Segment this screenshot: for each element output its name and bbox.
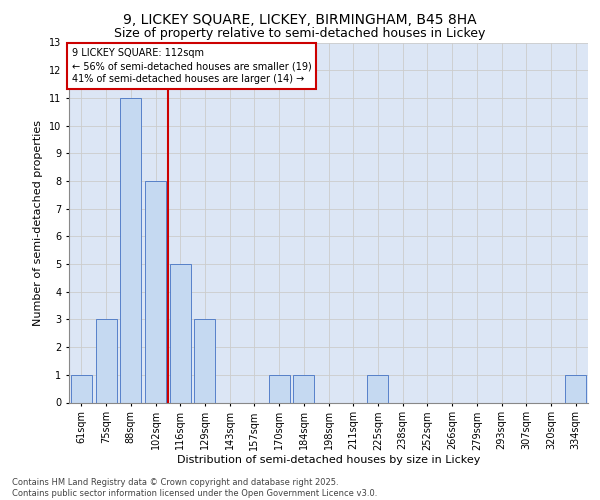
Bar	[565, 375, 586, 402]
Y-axis label: Number of semi-detached properties: Number of semi-detached properties	[34, 120, 43, 326]
Bar	[170, 264, 191, 402]
Bar	[194, 320, 215, 402]
Bar	[120, 98, 141, 402]
Text: Size of property relative to semi-detached houses in Lickey: Size of property relative to semi-detach…	[115, 28, 485, 40]
Bar	[293, 375, 314, 402]
Text: 9 LICKEY SQUARE: 112sqm
← 56% of semi-detached houses are smaller (19)
41% of se: 9 LICKEY SQUARE: 112sqm ← 56% of semi-de…	[71, 48, 311, 84]
Bar	[145, 181, 166, 402]
Bar	[367, 375, 388, 402]
Text: 9, LICKEY SQUARE, LICKEY, BIRMINGHAM, B45 8HA: 9, LICKEY SQUARE, LICKEY, BIRMINGHAM, B4…	[123, 12, 477, 26]
X-axis label: Distribution of semi-detached houses by size in Lickey: Distribution of semi-detached houses by …	[177, 455, 480, 465]
Bar	[269, 375, 290, 402]
Bar	[71, 375, 92, 402]
Bar	[95, 320, 116, 402]
Text: Contains HM Land Registry data © Crown copyright and database right 2025.
Contai: Contains HM Land Registry data © Crown c…	[12, 478, 377, 498]
